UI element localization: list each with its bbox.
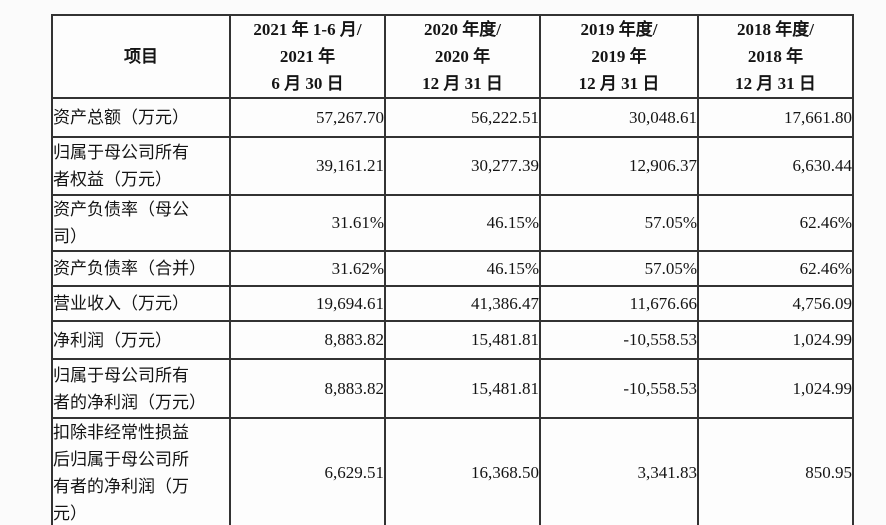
row-value: 39,161.21 [229, 136, 386, 196]
row-label: 营业收入（万元） [51, 285, 231, 322]
row-value: 31.61% [229, 194, 386, 252]
row-label: 资产负债率（母公 司） [51, 194, 231, 252]
row-value: 4,756.09 [697, 285, 854, 322]
row-value: 17,661.80 [697, 97, 854, 138]
row-value: 850.95 [697, 417, 854, 525]
header-period-2018: 2018 年度/ 2018 年 12 月 31 日 [697, 14, 854, 99]
row-value: 3,341.83 [539, 417, 699, 525]
table-row: 扣除非经常性损益 后归属于母公司所 有者的净利润（万 元） 6,629.51 1… [51, 417, 854, 525]
row-label: 归属于母公司所有 者权益（万元） [51, 136, 231, 196]
row-value: 30,277.39 [384, 136, 541, 196]
table-row: 资产负债率（母公 司） 31.61% 46.15% 57.05% 62.46% [51, 194, 854, 252]
row-value: 16,368.50 [384, 417, 541, 525]
row-value: 15,481.81 [384, 320, 541, 360]
row-value: 15,481.81 [384, 358, 541, 419]
table-row: 资产总额（万元） 57,267.70 56,222.51 30,048.61 1… [51, 97, 854, 138]
table-row: 归属于母公司所有 者的净利润（万元） 8,883.82 15,481.81 -1… [51, 358, 854, 419]
row-label: 资产负债率（合并） [51, 250, 231, 287]
row-value: 30,048.61 [539, 97, 699, 138]
row-label: 净利润（万元） [51, 320, 231, 360]
financial-summary-table: 项目 2021 年 1-6 月/ 2021 年 6 月 30 日 2020 年度… [51, 14, 854, 525]
header-item: 项目 [51, 14, 231, 99]
row-value: 19,694.61 [229, 285, 386, 322]
row-value: 31.62% [229, 250, 386, 287]
row-value: 6,629.51 [229, 417, 386, 525]
table-row: 净利润（万元） 8,883.82 15,481.81 -10,558.53 1,… [51, 320, 854, 360]
table-header-row: 项目 2021 年 1-6 月/ 2021 年 6 月 30 日 2020 年度… [51, 14, 854, 99]
row-value: 57.05% [539, 250, 699, 287]
header-period-2020: 2020 年度/ 2020 年 12 月 31 日 [384, 14, 541, 99]
row-value: 41,386.47 [384, 285, 541, 322]
table-row: 营业收入（万元） 19,694.61 41,386.47 11,676.66 4… [51, 285, 854, 322]
row-value: 1,024.99 [697, 358, 854, 419]
row-value: 46.15% [384, 194, 541, 252]
row-label: 资产总额（万元） [51, 97, 231, 138]
row-label: 扣除非经常性损益 后归属于母公司所 有者的净利润（万 元） [51, 417, 231, 525]
row-value: 6,630.44 [697, 136, 854, 196]
row-value: 62.46% [697, 250, 854, 287]
row-label: 归属于母公司所有 者的净利润（万元） [51, 358, 231, 419]
table-row: 资产负债率（合并） 31.62% 46.15% 57.05% 62.46% [51, 250, 854, 287]
row-value: 46.15% [384, 250, 541, 287]
row-value: 8,883.82 [229, 320, 386, 360]
row-value: -10,558.53 [539, 358, 699, 419]
row-value: 56,222.51 [384, 97, 541, 138]
row-value: 1,024.99 [697, 320, 854, 360]
table-row: 归属于母公司所有 者权益（万元） 39,161.21 30,277.39 12,… [51, 136, 854, 196]
row-value: 12,906.37 [539, 136, 699, 196]
row-value: 57.05% [539, 194, 699, 252]
row-value: 11,676.66 [539, 285, 699, 322]
row-value: 57,267.70 [229, 97, 386, 138]
header-period-2019: 2019 年度/ 2019 年 12 月 31 日 [539, 14, 699, 99]
row-value: -10,558.53 [539, 320, 699, 360]
row-value: 62.46% [697, 194, 854, 252]
header-period-2021h1: 2021 年 1-6 月/ 2021 年 6 月 30 日 [229, 14, 386, 99]
row-value: 8,883.82 [229, 358, 386, 419]
